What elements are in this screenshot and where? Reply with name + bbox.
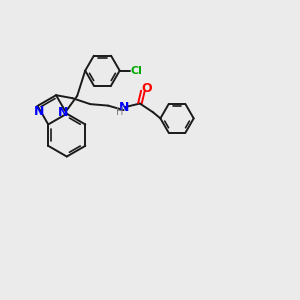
Text: N: N bbox=[34, 105, 44, 118]
Text: O: O bbox=[141, 82, 152, 94]
Text: N: N bbox=[58, 106, 68, 119]
Text: H: H bbox=[116, 107, 123, 117]
Text: Cl: Cl bbox=[131, 66, 143, 76]
Text: N: N bbox=[119, 100, 129, 114]
